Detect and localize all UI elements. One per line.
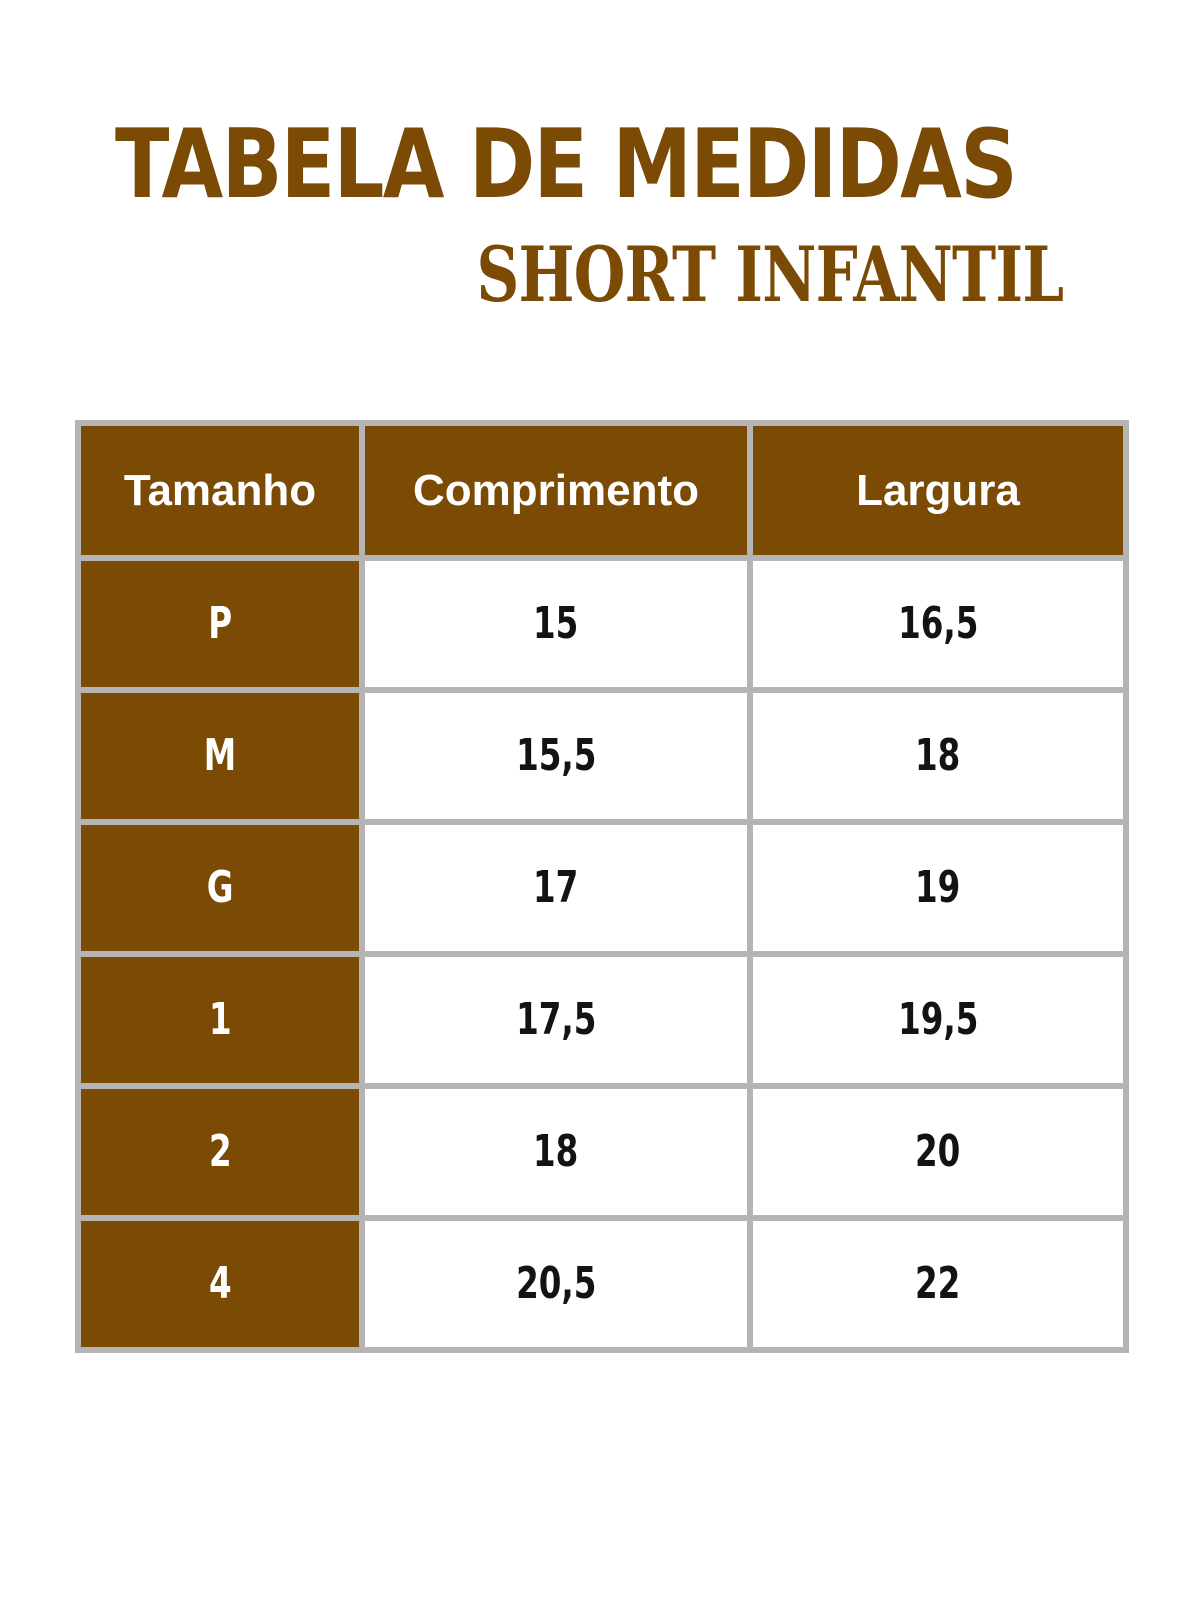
table-row: M 15,5 18 <box>75 687 1129 825</box>
size-value: P <box>208 598 232 649</box>
cell-comprimento: 20,5 <box>359 1215 753 1353</box>
row-label-size: G <box>75 819 365 957</box>
row-label-size: P <box>75 555 365 693</box>
cell-largura: 16,5 <box>747 555 1129 693</box>
size-value: 1 <box>208 994 232 1045</box>
largura-value: 19,5 <box>897 994 979 1045</box>
comprimento-value: 20,5 <box>515 1258 597 1309</box>
cell-largura: 22 <box>747 1215 1129 1353</box>
comprimento-value: 15,5 <box>515 730 597 781</box>
page-title: TABELA DE MEDIDAS <box>115 110 1018 220</box>
row-label-size: 4 <box>75 1215 365 1353</box>
cell-largura: 19 <box>747 819 1129 957</box>
largura-value: 16,5 <box>897 598 979 649</box>
size-table: Tamanho Comprimento Largura P 15 16,5 M … <box>75 420 1129 1353</box>
table-row: 1 17,5 19,5 <box>75 951 1129 1089</box>
row-label-size: 1 <box>75 951 365 1089</box>
size-value: M <box>203 730 237 781</box>
column-header-largura: Largura <box>747 420 1129 561</box>
comprimento-value: 18 <box>533 1126 579 1177</box>
cell-largura: 20 <box>747 1083 1129 1221</box>
comprimento-value: 17 <box>533 862 579 913</box>
cell-largura: 18 <box>747 687 1129 825</box>
cell-comprimento: 15 <box>359 555 753 693</box>
size-value: 4 <box>208 1258 232 1309</box>
cell-comprimento: 17 <box>359 819 753 957</box>
comprimento-value: 15 <box>533 598 579 649</box>
largura-value: 22 <box>915 1258 961 1309</box>
comprimento-value: 17,5 <box>515 994 597 1045</box>
row-label-size: M <box>75 687 365 825</box>
size-value: G <box>206 862 234 913</box>
size-value: 2 <box>208 1126 232 1177</box>
cell-comprimento: 15,5 <box>359 687 753 825</box>
column-header-comprimento: Comprimento <box>359 420 753 561</box>
row-label-size: 2 <box>75 1083 365 1221</box>
table-row: 2 18 20 <box>75 1083 1129 1221</box>
page-subtitle: SHORT INFANTIL <box>476 230 1064 319</box>
header-block: TABELA DE MEDIDAS SHORT INFANTIL <box>115 110 1064 319</box>
largura-value: 19 <box>915 862 961 913</box>
cell-comprimento: 17,5 <box>359 951 753 1089</box>
table-header-row: Tamanho Comprimento Largura <box>75 420 1129 561</box>
cell-largura: 19,5 <box>747 951 1129 1089</box>
cell-comprimento: 18 <box>359 1083 753 1221</box>
column-header-tamanho: Tamanho <box>75 420 365 561</box>
largura-value: 18 <box>915 730 961 781</box>
table-row: G 17 19 <box>75 819 1129 957</box>
subtitle-row: SHORT INFANTIL <box>115 230 1064 319</box>
table-row: P 15 16,5 <box>75 555 1129 693</box>
table-row: 4 20,5 22 <box>75 1215 1129 1353</box>
largura-value: 20 <box>915 1126 961 1177</box>
